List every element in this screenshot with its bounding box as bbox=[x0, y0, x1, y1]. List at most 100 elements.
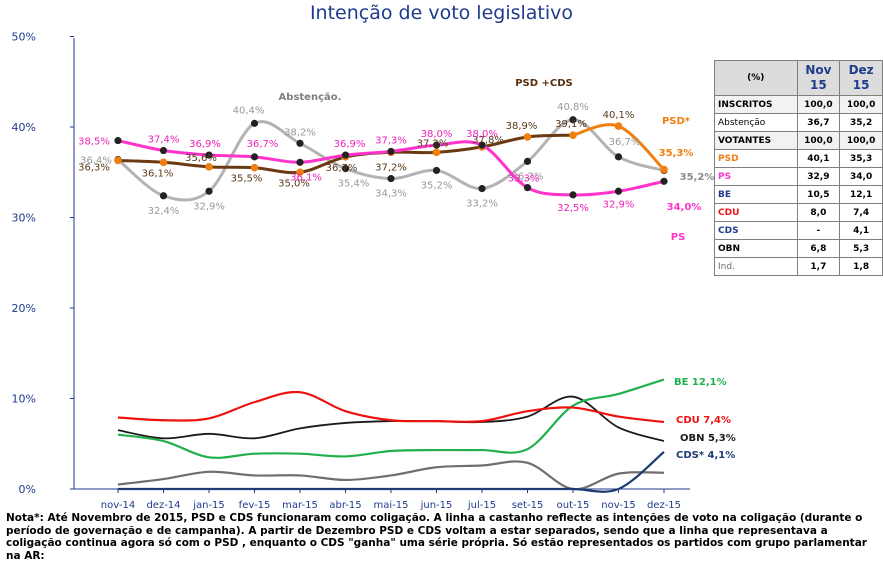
table-row: INSCRITOS 100,0 100,0 bbox=[714, 95, 883, 114]
annotation-abstencao: Abstenção. bbox=[279, 92, 342, 103]
x-tick-label: out-15 bbox=[557, 500, 590, 511]
data-point bbox=[341, 151, 350, 159]
x-tick-label: fev-15 bbox=[239, 500, 271, 511]
y-tick-label: 30% bbox=[12, 212, 36, 225]
data-point bbox=[250, 153, 259, 161]
data-point bbox=[569, 116, 577, 124]
series-line-cds- bbox=[118, 451, 665, 493]
table-row-label: PSD bbox=[714, 149, 798, 168]
table-cell-nov: 8,0 bbox=[796, 203, 841, 222]
data-label-ps: 38,5% bbox=[78, 137, 110, 148]
x-tick-label: nov-15 bbox=[601, 500, 635, 511]
x-tick-label: set-15 bbox=[512, 500, 544, 511]
table-cell-dez: 12,1 bbox=[839, 185, 883, 204]
table-row-label: CDS bbox=[714, 221, 798, 240]
series-line-be bbox=[117, 378, 665, 459]
data-point bbox=[614, 153, 623, 161]
table-cell-nov: 1,7 bbox=[796, 257, 841, 276]
data-point bbox=[614, 122, 623, 130]
data-label-abstencao: 34,3% bbox=[375, 189, 407, 200]
data-point bbox=[523, 157, 532, 165]
table-cell-dez: 35,2 bbox=[839, 113, 883, 132]
table-cell-nov: 100,0 bbox=[796, 131, 841, 150]
data-label-abstencao: 32,4% bbox=[148, 206, 180, 217]
annotation-psd-value: 35,3% bbox=[659, 148, 694, 159]
table-row-label: VOTANTES bbox=[714, 131, 798, 150]
data-point bbox=[296, 158, 304, 166]
data-label-ps: 36,9% bbox=[189, 139, 221, 150]
data-label-ps: 32,5% bbox=[557, 203, 589, 214]
table-cell-dez: 34,0 bbox=[839, 167, 883, 186]
x-tick-label: jan-15 bbox=[192, 500, 225, 511]
data-point bbox=[341, 165, 350, 173]
data-label-psd-cds: 39,1% bbox=[555, 119, 587, 130]
data-point bbox=[478, 141, 486, 149]
data-label-abstencao: 40,4% bbox=[233, 105, 265, 116]
data-label-ps: 36,7% bbox=[247, 139, 279, 150]
data-label-psd-cds: 37,2% bbox=[417, 138, 449, 149]
data-point bbox=[387, 147, 395, 156]
data-point bbox=[569, 191, 577, 199]
table-cell-nov: 10,5 bbox=[796, 185, 841, 204]
data-point bbox=[569, 131, 577, 139]
data-label-psd-cds: 35,6% bbox=[185, 153, 217, 164]
data-point bbox=[205, 151, 213, 159]
data-label-abstencao: 36,7% bbox=[609, 137, 641, 148]
data-point bbox=[159, 158, 168, 167]
data-label-psd-cds: 35,0% bbox=[278, 178, 310, 189]
data-label-ps: 33,3% bbox=[508, 174, 540, 185]
data-point bbox=[432, 166, 441, 175]
data-point bbox=[114, 156, 122, 165]
annotation-be: BE 12,1% bbox=[674, 377, 727, 388]
series-line-cdu bbox=[117, 390, 665, 424]
footnote: Nota*: Até Novembro de 2015, PSD e CDS f… bbox=[6, 512, 867, 562]
data-label-psd-cds: 37,8% bbox=[472, 135, 504, 146]
table-header-row: (%) Nov 15 Dez 15 bbox=[714, 60, 883, 96]
data-point bbox=[432, 141, 441, 149]
line-chart: 0% 10% 20% 30% 40% 50% nov-14 dez-14 jan-15 fev-1… bbox=[12, 31, 736, 512]
table-cell-nov: 100,0 bbox=[796, 95, 841, 114]
annotation-cds: CDS* 4,1% bbox=[676, 450, 735, 461]
x-tick-label: mai-15 bbox=[374, 500, 409, 511]
data-point bbox=[660, 165, 668, 174]
annotation-cdu: CDU 7,4% bbox=[676, 415, 731, 426]
data-label-psd: 40,1% bbox=[603, 110, 635, 121]
data-label-ps: 37,3% bbox=[375, 135, 407, 146]
data-point bbox=[114, 136, 122, 145]
data-label-abstencao: 32,9% bbox=[193, 201, 225, 212]
table-row: BE 10,5 12,1 bbox=[714, 185, 883, 204]
data-label-ps: 38,0% bbox=[466, 129, 498, 140]
data-label-abstencao: 36,4% bbox=[80, 156, 112, 167]
table-row-label: Abstenção bbox=[714, 113, 798, 132]
table-row-label: OBN bbox=[714, 239, 798, 258]
annotation-obn: OBN 5,3% bbox=[680, 433, 736, 444]
data-label-abstencao: 35,4% bbox=[338, 179, 370, 190]
table-row-label: BE bbox=[714, 185, 798, 204]
data-point bbox=[478, 184, 486, 193]
table-row-label: INSCRITOS bbox=[714, 95, 798, 114]
x-tick-label: jul-15 bbox=[467, 500, 496, 511]
x-tick-label: abr-15 bbox=[329, 500, 361, 511]
annotation-psd: PSD* bbox=[662, 116, 691, 127]
x-tick-label: mar-15 bbox=[282, 500, 318, 511]
table-cell-dez: 100,0 bbox=[839, 95, 883, 114]
data-point bbox=[614, 187, 623, 195]
x-tick-label: dez-15 bbox=[647, 500, 681, 511]
data-label-ps: 37,4% bbox=[148, 135, 180, 146]
table-row: PSD 40,1 35,3 bbox=[714, 149, 883, 168]
table-col-dez: Dez 15 bbox=[839, 60, 883, 96]
annotation-abstencao-value: 35,2% bbox=[680, 172, 715, 183]
table-cell-dez: 100,0 bbox=[839, 131, 883, 150]
results-table: (%) Nov 15 Dez 15 INSCRITOS 100,0 100,0 Abstençã… bbox=[714, 60, 883, 276]
data-label-abstencao: 40,8% bbox=[557, 102, 589, 113]
table-col-nov: Nov 15 bbox=[796, 60, 841, 96]
x-tick-label: jun-15 bbox=[420, 500, 453, 511]
table-cell-nov: 6,8 bbox=[796, 239, 841, 258]
series-line-ind- bbox=[117, 460, 665, 491]
y-tick-label: 0% bbox=[19, 483, 36, 496]
table-row-label: PS bbox=[714, 167, 798, 186]
annotation-ps: PS bbox=[671, 232, 686, 243]
y-tick-label: 20% bbox=[12, 302, 36, 315]
data-point bbox=[250, 119, 259, 127]
x-tick-label: dez-14 bbox=[146, 500, 180, 511]
